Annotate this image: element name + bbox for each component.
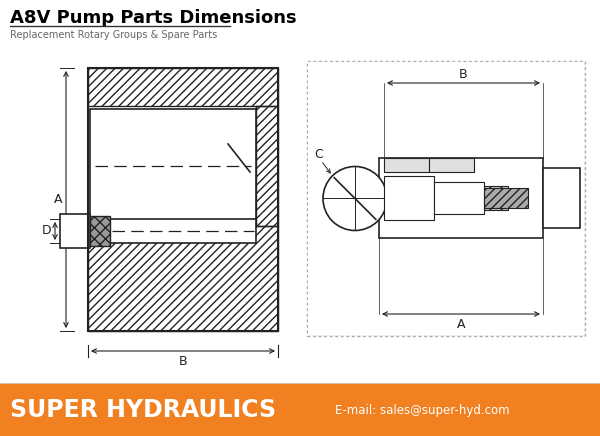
Bar [90, 109, 256, 223]
Text: B: B [179, 354, 187, 368]
Text: SUPER HYDRAULICS: SUPER HYDRAULICS [10, 398, 276, 422]
Bar [308, 62, 584, 335]
Bar [88, 68, 278, 106]
Bar [429, 159, 474, 173]
Bar [484, 188, 528, 208]
Text: C: C [89, 160, 97, 173]
Bar [88, 226, 278, 331]
Text: E-mail: sales@super-hyd.com: E-mail: sales@super-hyd.com [335, 403, 509, 416]
Bar [110, 219, 256, 243]
Bar [387, 187, 508, 211]
Bar [434, 183, 484, 215]
Bar [88, 68, 278, 331]
Text: D: D [42, 225, 52, 238]
Circle shape [323, 167, 387, 231]
Bar [88, 68, 278, 106]
Bar [90, 216, 110, 246]
Text: C: C [314, 148, 323, 161]
Bar [543, 168, 580, 228]
Text: A8V Pump Parts Dimensions: A8V Pump Parts Dimensions [10, 9, 296, 27]
Bar [0, 384, 600, 436]
Bar [379, 159, 543, 238]
Bar [88, 226, 278, 331]
Bar [384, 159, 429, 173]
Bar [384, 177, 434, 221]
Text: D: D [557, 192, 566, 205]
Bar [60, 214, 90, 248]
Text: Replacement Rotary Groups & Spare Parts: Replacement Rotary Groups & Spare Parts [10, 30, 217, 40]
Text: B: B [459, 68, 468, 81]
Text: A: A [54, 193, 62, 206]
Bar [307, 61, 585, 336]
Bar [88, 68, 278, 331]
Bar [256, 106, 278, 226]
Text: A: A [457, 317, 465, 330]
Bar [256, 106, 278, 226]
